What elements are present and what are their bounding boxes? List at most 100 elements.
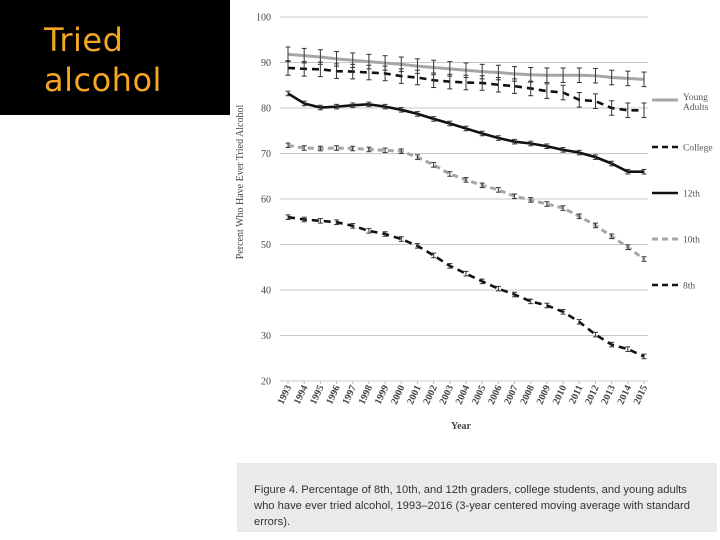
error-bar <box>334 219 340 225</box>
error-bar <box>544 143 550 149</box>
error-bar <box>495 187 501 193</box>
y-tick-label: 90 <box>261 58 271 69</box>
error-bar <box>609 341 615 348</box>
error-bar <box>431 162 437 168</box>
error-bar <box>447 171 453 177</box>
error-bar <box>414 69 420 86</box>
legend-item: 10th <box>652 236 700 246</box>
error-bar <box>334 103 340 110</box>
x-tick-label: 1998 <box>357 384 375 407</box>
error-bar <box>576 149 582 156</box>
error-bar <box>641 256 647 262</box>
legend: Young Adults College 12th 10th 8th <box>652 93 713 292</box>
legend-label: 8th <box>683 282 695 292</box>
error-bar <box>317 218 323 224</box>
error-bar <box>625 102 631 119</box>
series-10th <box>285 142 647 262</box>
error-bar <box>528 140 534 147</box>
error-bar <box>382 147 388 154</box>
x-tick-label: 2003 <box>438 384 456 407</box>
error-bar <box>592 93 598 109</box>
x-tick-label: 1997 <box>341 384 359 407</box>
error-bar <box>641 168 647 175</box>
error-bar <box>625 70 631 87</box>
error-bar <box>334 63 340 79</box>
series-layer <box>285 46 647 360</box>
error-bar <box>301 145 307 151</box>
error-bar <box>528 80 534 97</box>
error-bar <box>414 154 420 160</box>
error-bar <box>301 100 307 107</box>
error-bar <box>495 77 501 93</box>
error-bar <box>560 67 566 84</box>
error-bar <box>625 346 631 352</box>
error-bar <box>366 64 372 81</box>
error-bar <box>431 72 437 89</box>
error-bar <box>544 67 550 84</box>
x-tick-label: 2002 <box>421 384 439 407</box>
y-tick-label: 50 <box>261 240 271 251</box>
error-bar <box>560 309 566 315</box>
x-tick-label: 2006 <box>486 384 504 407</box>
error-bar <box>576 67 582 84</box>
error-bar <box>285 60 291 76</box>
x-tick-label: 2000 <box>389 384 407 407</box>
error-bar <box>479 182 485 189</box>
series-12th <box>285 90 647 175</box>
error-bar <box>366 146 372 153</box>
x-tick-label: 2015 <box>632 384 650 407</box>
series-college <box>285 60 647 119</box>
x-tick-label: 1994 <box>292 384 310 407</box>
error-bar <box>285 90 291 97</box>
error-bar <box>576 319 582 325</box>
x-tick-label: 1995 <box>308 384 326 407</box>
error-bar <box>463 177 469 183</box>
error-bar <box>544 201 550 207</box>
y-tick-label: 80 <box>261 104 271 115</box>
error-bar <box>350 102 356 109</box>
error-bar <box>625 168 631 175</box>
x-tick-label: 2004 <box>454 384 472 407</box>
error-bar <box>512 138 518 145</box>
figure-caption: Figure 4. Percentage of 8th, 10th, and 1… <box>237 463 717 532</box>
series-8th <box>285 214 647 360</box>
x-tick-label: 2007 <box>502 384 520 407</box>
legend-item: 12th <box>652 190 700 200</box>
x-tick-label: 2013 <box>599 384 617 407</box>
error-bar <box>431 116 437 122</box>
error-bar <box>447 73 453 90</box>
error-bar <box>366 228 372 234</box>
x-axis: 1993199419951996199719981999200020012002… <box>276 381 650 406</box>
error-bar <box>512 193 518 200</box>
error-bar <box>592 154 598 160</box>
x-tick-label: 2012 <box>583 384 601 407</box>
error-bar <box>317 61 323 78</box>
y-tick-label: 30 <box>261 331 271 342</box>
error-bar <box>544 302 550 309</box>
x-tick-label: 1999 <box>373 384 391 407</box>
error-bar <box>609 69 615 86</box>
y-axis-label: Percent Who Have Ever Tried Alcohol <box>235 105 246 260</box>
error-bar <box>463 74 469 91</box>
error-bar <box>544 83 550 99</box>
y-tick-label: 100 <box>256 13 271 24</box>
legend-item: Young Adults <box>652 93 709 113</box>
x-tick-label: 2014 <box>616 384 634 407</box>
error-bar <box>479 75 485 91</box>
error-bar <box>317 104 323 111</box>
error-bar <box>560 84 566 101</box>
line-chart: 20 30 40 50 60 70 80 90 100 19931994199519961997… <box>235 13 713 433</box>
error-bar <box>366 101 372 108</box>
error-bar <box>609 100 615 116</box>
error-bar <box>495 285 501 292</box>
x-tick-label: 1993 <box>276 384 294 407</box>
error-bar <box>398 148 404 154</box>
error-bar <box>528 197 534 203</box>
error-bar <box>528 298 534 305</box>
error-bar <box>641 102 647 119</box>
legend-item: 8th <box>652 282 695 292</box>
title-panel <box>0 0 230 115</box>
error-bar <box>560 205 566 211</box>
series-young-adults <box>285 46 647 88</box>
error-bar <box>512 291 518 298</box>
